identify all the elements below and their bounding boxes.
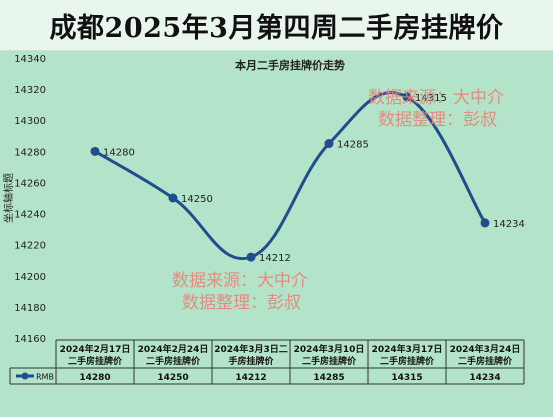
data-label: 14315 bbox=[415, 93, 447, 104]
table-value: 14234 bbox=[469, 373, 500, 383]
data-label: 14280 bbox=[103, 147, 135, 158]
data-label: 14234 bbox=[493, 219, 525, 230]
x-category-label: 二手房挂牌价 bbox=[146, 355, 201, 367]
watermark-source: 数据来源：大中介 bbox=[368, 88, 504, 108]
x-category-label: 二手房挂牌价 bbox=[302, 355, 357, 367]
table-value: 14250 bbox=[157, 373, 188, 383]
table-value: 14280 bbox=[79, 373, 110, 383]
x-category-label: 二手房挂牌价 bbox=[68, 355, 123, 367]
table-value: 14315 bbox=[391, 373, 422, 383]
y-tick-label: 14320 bbox=[14, 85, 46, 96]
watermark-author: 数据整理：彭叔 bbox=[182, 293, 301, 313]
x-category-label: 2024年3月17日 bbox=[372, 343, 443, 355]
y-tick-label: 14200 bbox=[14, 272, 46, 283]
x-category-label: 2024年3月3日二 bbox=[214, 343, 288, 355]
y-tick-label: 14220 bbox=[14, 241, 46, 252]
x-category-label: 2024年2月17日 bbox=[60, 343, 131, 355]
data-label: 14285 bbox=[337, 140, 369, 151]
x-category-label: 2024年2月24日 bbox=[138, 343, 209, 355]
data-point bbox=[402, 92, 412, 102]
y-axis-label: 坐标轴标题 bbox=[2, 173, 15, 223]
table-value: 14285 bbox=[313, 373, 344, 383]
x-category-label: 2024年3月10日 bbox=[294, 343, 365, 355]
y-tick-label: 14340 bbox=[14, 54, 46, 65]
table-value: 14212 bbox=[235, 373, 266, 383]
legend-label: RMB bbox=[36, 373, 54, 382]
data-point bbox=[324, 139, 334, 149]
data-label: 14250 bbox=[181, 194, 213, 205]
data-point bbox=[90, 146, 100, 156]
legend-marker bbox=[21, 372, 29, 380]
y-tick-label: 14240 bbox=[14, 210, 46, 221]
plot-background bbox=[10, 52, 543, 390]
data-point bbox=[480, 218, 490, 228]
data-point bbox=[168, 193, 178, 203]
x-category-label: 手房挂牌价 bbox=[228, 355, 274, 367]
data-label: 14212 bbox=[259, 253, 291, 264]
y-tick-label: 14280 bbox=[14, 147, 46, 158]
y-tick-label: 14180 bbox=[14, 303, 46, 314]
x-category-label: 二手房挂牌价 bbox=[458, 355, 513, 367]
y-tick-label: 14260 bbox=[14, 178, 46, 189]
y-tick-label: 14300 bbox=[14, 116, 46, 127]
data-point bbox=[246, 252, 256, 262]
y-tick-label: 14160 bbox=[14, 334, 46, 345]
watermark-source: 数据来源：大中介 bbox=[172, 271, 308, 291]
x-category-label: 2024年3月24日 bbox=[450, 343, 521, 355]
chart-title: 本月二手房挂牌价走势 bbox=[235, 58, 345, 72]
page-title: 成都2025年3月第四周二手房挂牌价 bbox=[0, 0, 553, 51]
watermark-author: 数据整理：彭叔 bbox=[378, 110, 497, 130]
x-category-label: 二手房挂牌价 bbox=[380, 355, 435, 367]
